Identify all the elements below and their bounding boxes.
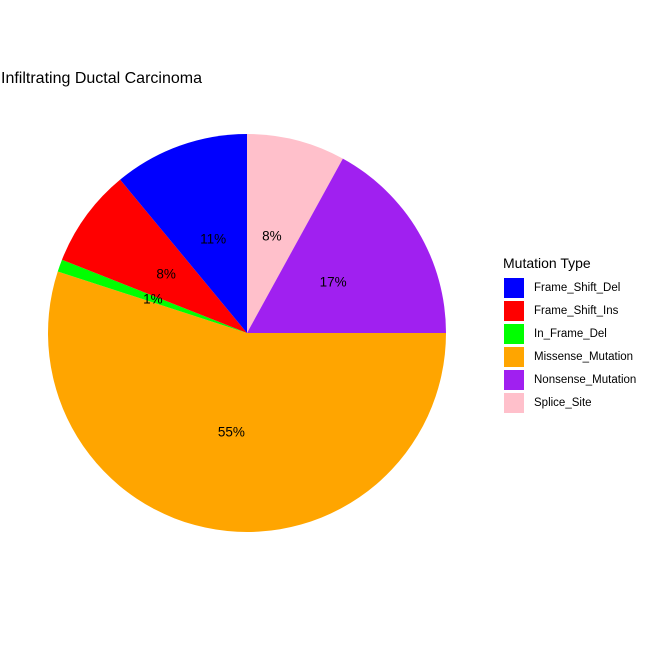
pie-slices (47, 133, 447, 533)
legend-item-frame-shift-del: Frame_Shift_Del (504, 278, 620, 298)
pie-slice-in-frame-del (57, 259, 247, 333)
slice-label-nonsense-mutation: 17% (320, 275, 347, 290)
legend-label-splice-site: Splice_Site (534, 397, 592, 409)
slice-label-in-frame-del: 1% (143, 292, 163, 307)
pie-slice-missense-mutation (47, 271, 447, 533)
slice-label-frame-shift-del: 11% (200, 231, 226, 246)
slice-label-frame-shift-ins: 8% (156, 267, 176, 282)
pie-slice-labels: 8% 17% 55% 1% 8% 11% (143, 229, 346, 440)
legend-swatch-frame-shift-del (504, 278, 524, 298)
legend-label-frame-shift-del: Frame_Shift_Del (534, 282, 620, 294)
legend-label-frame-shift-ins: Frame_Shift_Ins (534, 305, 619, 317)
legend-label-missense-mutation: Missense_Mutation (534, 351, 633, 363)
legend-title: Mutation Type (503, 255, 591, 271)
legend-label-in-frame-del: In_Frame_Del (534, 328, 607, 340)
legend-swatch-splice-site (504, 393, 524, 413)
pie-slice-frame-shift-del (120, 134, 247, 333)
legend: Mutation Type Frame_Shift_Del Frame_Shift… (503, 255, 636, 413)
legend-item-in-frame-del: In_Frame_Del (504, 324, 607, 344)
slice-label-missense-mutation: 55% (218, 424, 245, 439)
legend-label-nonsense-mutation: Nonsense_Mutation (534, 374, 636, 386)
legend-swatch-frame-shift-ins (504, 301, 524, 321)
legend-swatch-nonsense-mutation (504, 370, 524, 390)
chart-title: Infiltrating Ductal Carcinoma (1, 70, 202, 87)
legend-item-frame-shift-ins: Frame_Shift_Ins (504, 301, 619, 321)
legend-item-missense-mutation: Missense_Mutation (504, 347, 633, 367)
pie-slice-frame-shift-ins (61, 179, 247, 333)
legend-item-nonsense-mutation: Nonsense_Mutation (504, 370, 636, 390)
legend-swatch-in-frame-del (504, 324, 524, 344)
pie-slice-splice-site (247, 133, 343, 333)
pie-slice-nonsense-mutation (247, 158, 446, 333)
legend-swatch-missense-mutation (504, 347, 524, 367)
slice-label-splice-site: 8% (262, 229, 282, 244)
legend-item-splice-site: Splice_Site (504, 393, 592, 413)
